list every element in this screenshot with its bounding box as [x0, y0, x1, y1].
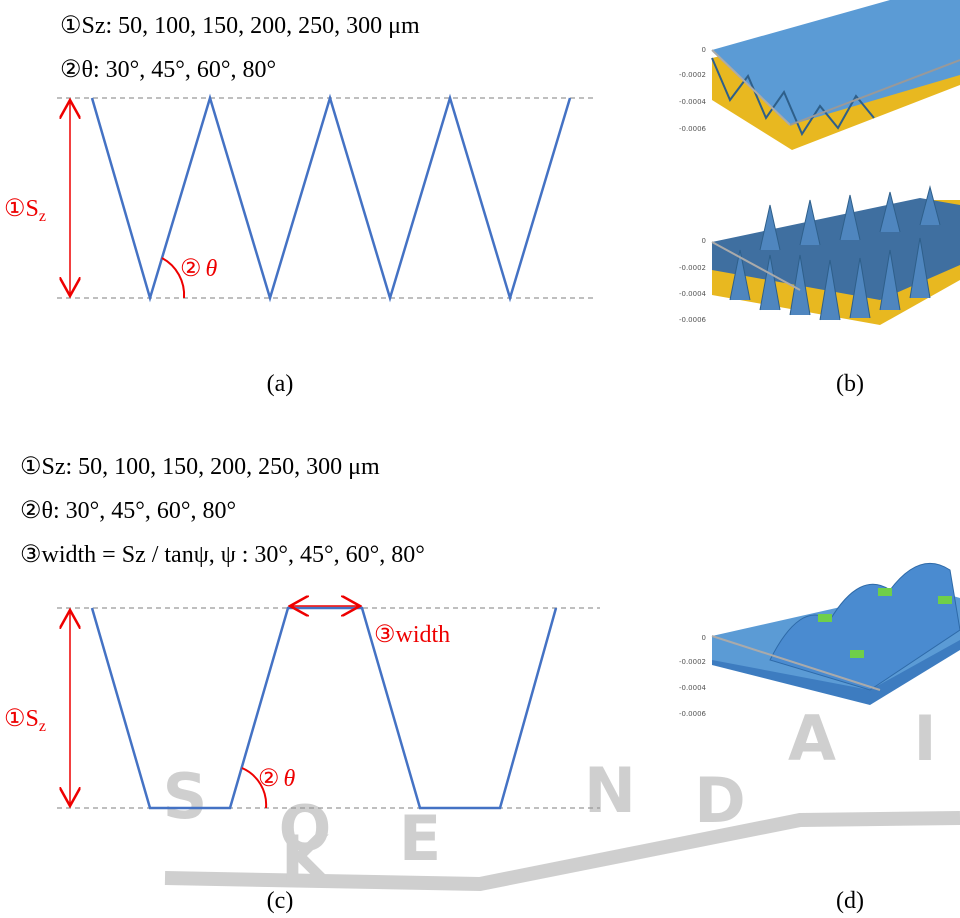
height-label: ①Sz: [4, 706, 46, 735]
panel-b: 0 -0.0002 -0.0004 -0.0006 0 -0.0002 -0.0…: [679, 0, 960, 397]
trapezoid-profile: [92, 608, 556, 808]
angle-symbol: θ: [206, 256, 218, 282]
watermark-letter: A: [788, 702, 836, 775]
panel-label: (c): [267, 888, 294, 914]
z-tick-label: -0.0006: [679, 316, 707, 324]
parameter: ②θ: 30°, 45°, 60°, 80°: [60, 57, 276, 83]
z-tick-label: -0.0004: [679, 684, 707, 692]
height-label-main: ①S: [4, 196, 39, 222]
parameter: ①Sz: 50, 100, 150, 200, 250, 300 μm: [20, 454, 380, 480]
parameter: ②θ: 30°, 45°, 60°, 80°: [20, 498, 236, 524]
z-tick-label: 0: [702, 46, 706, 54]
watermark-letter: D: [694, 764, 745, 837]
angle-number: ②: [258, 766, 280, 792]
plateau: [850, 650, 864, 658]
parameter: ③width = Sz / tanψ, ψ : 30°, 45°, 60°, 8…: [20, 542, 425, 568]
z-tick-label: -0.0002: [679, 264, 706, 272]
z-tick-label: -0.0004: [679, 290, 707, 298]
angle-symbol: θ: [284, 766, 296, 792]
z-tick-label: 0: [702, 634, 706, 642]
angle-number: ②: [180, 256, 202, 282]
height-label: ①Sz: [4, 196, 46, 225]
zigzag-profile: [92, 98, 570, 298]
watermark-letter: K: [281, 822, 331, 895]
watermark-letter: E: [399, 802, 441, 875]
surface-plot: [712, 0, 960, 150]
watermark-letter: I: [913, 702, 936, 775]
z-tick-label: -0.0006: [679, 710, 707, 718]
plateau: [878, 588, 892, 596]
watermark: S O K E N D A I: [163, 702, 960, 895]
height-label-sub: z: [39, 208, 46, 225]
width-label: ③width: [374, 622, 450, 648]
z-tick-label: -0.0004: [679, 98, 707, 106]
z-tick-label: -0.0002: [679, 658, 706, 666]
z-tick-label: -0.0002: [679, 71, 706, 79]
plateau: [938, 596, 952, 604]
watermark-letter: N: [584, 754, 636, 827]
surface-plot: [712, 563, 960, 705]
parameter: ①Sz: 50, 100, 150, 200, 250, 300 μm: [60, 13, 420, 39]
panel-a: ①Sz: 50, 100, 150, 200, 250, 300 μm ②θ: …: [4, 13, 597, 397]
figure: S O K E N D A I ①Sz: 50, 100, 150, 200, …: [0, 0, 960, 918]
height-label-sub: z: [39, 718, 46, 735]
panel-label: (a): [267, 371, 294, 397]
plateau: [818, 614, 832, 622]
height-label-main: ①S: [4, 706, 39, 732]
z-tick-label: -0.0006: [679, 125, 707, 133]
surface-plot: [712, 187, 960, 325]
panel-label: (d): [836, 888, 864, 914]
panel-label: (b): [836, 371, 864, 397]
z-tick-label: 0: [702, 237, 706, 245]
watermark-letter: S: [163, 760, 208, 833]
